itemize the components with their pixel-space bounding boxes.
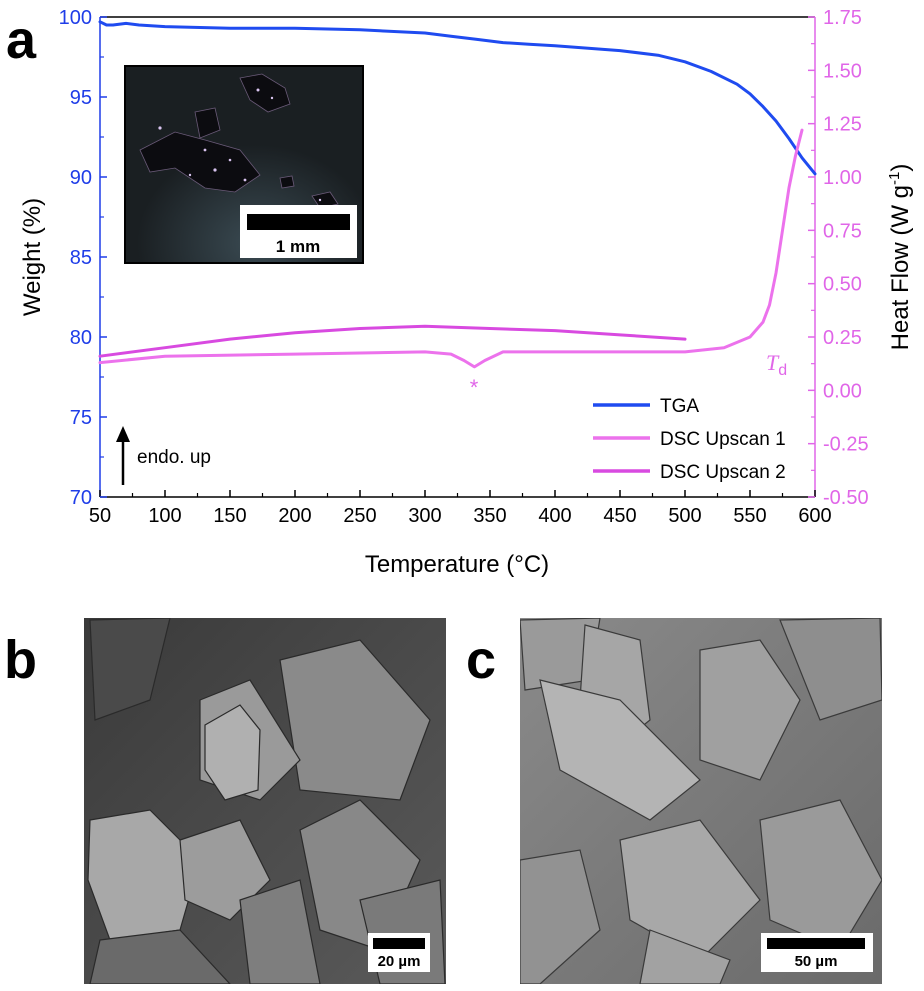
x-tick-label: 450 [603,505,636,527]
y-left-tick-label: 85 [70,247,92,269]
x-tick-label: 100 [148,505,181,527]
y-right-tick-label: 1.00 [823,167,862,189]
y-right-title-main: Heat Flow (W g [887,185,914,350]
legend-label-tga: TGA [660,396,699,417]
y-right-title-sup: -1 [886,172,903,185]
legend-label-dsc-upscan-2: DSC Upscan 2 [660,462,786,483]
x-axis-title: Temperature (°C) [365,551,549,578]
y-left-ticks: 70 75 80 85 90 95 100 [59,7,107,509]
x-tick-label: 200 [278,505,311,527]
y-left-tick-label: 70 [70,487,92,509]
x-tick-label: 400 [538,505,571,527]
sem-c-crystals [520,618,882,984]
series-line-tga [98,20,817,176]
series-layer [98,20,817,369]
y-right-title-end: ) [887,164,914,172]
y-right-axis-title: Heat Flow (W g-1) [886,164,914,351]
panel-label-b: b [4,630,37,690]
inset-sparkles [158,88,322,202]
dip-marker: * [470,375,479,400]
x-ticks: 50 100 150 200 250 300 350 400 450 500 550 600 [89,490,832,527]
y-left-tick-label: 90 [70,167,92,189]
td-sub: d [778,362,787,379]
inset-scalebar-label: 1 mm [276,237,320,256]
panel-label-a: a [6,10,37,70]
y-left-axis-title: Weight (%) [19,198,46,316]
x-tick-label: 50 [89,505,111,527]
x-tick-label: 250 [343,505,376,527]
endo-arrow-head [116,426,130,442]
x-tick-label: 600 [798,505,831,527]
sem-image-b: 20 µm [84,618,446,984]
y-right-tick-label: 0.00 [823,380,862,402]
x-tick-label: 550 [733,505,766,527]
y-left-tick-label: 95 [70,87,92,109]
sem-c-scalebar [767,938,865,949]
endo-arrow: endo. up [116,426,211,485]
sem-b-scalebar [373,938,425,949]
y-left-tick-label: 80 [70,327,92,349]
x-tick-label: 150 [213,505,246,527]
series-line-dsc-upscan-1 [98,128,804,369]
td-main: T [766,350,780,375]
y-right-tick-label: 0.50 [823,274,862,296]
inset-scalebar [247,214,350,230]
y-right-tick-label: 1.75 [823,7,862,29]
endo-label: endo. up [137,447,211,468]
sem-b-scalebar-label: 20 µm [378,953,421,970]
y-right-ticks: -0.50 -0.25 0.00 0.25 0.50 0.75 1.00 1.25 1.50 1.… [808,7,869,509]
y-left-tick-label: 75 [70,407,92,429]
legend: TGA DSC Upscan 1 DSC Upscan 2 [593,396,786,483]
sem-c-scalebar-label: 50 µm [795,953,838,970]
x-tick-label: 300 [408,505,441,527]
legend-label-dsc-upscan-1: DSC Upscan 1 [660,429,786,450]
y-left-tick-label: 100 [59,7,92,29]
y-right-tick-label: 1.50 [823,60,862,82]
inset-crystals [139,73,339,209]
y-right-tick-label: 0.25 [823,327,862,349]
y-right-tick-label: 0.75 [823,220,862,242]
inset-micrograph: 1 mm [124,65,364,264]
y-right-tick-label: -0.50 [823,487,869,509]
inset-scalebar-box [240,205,357,258]
series-line-dsc-upscan-2 [98,324,687,358]
y-right-tick-label: 1.25 [823,114,862,136]
y-right-tick-label: -0.25 [823,434,869,456]
panel-label-c: c [466,630,496,690]
x-tick-label: 350 [473,505,506,527]
x-tick-label: 500 [668,505,701,527]
sem-image-c: 50 µm [520,618,882,984]
td-label: Td [766,350,787,379]
